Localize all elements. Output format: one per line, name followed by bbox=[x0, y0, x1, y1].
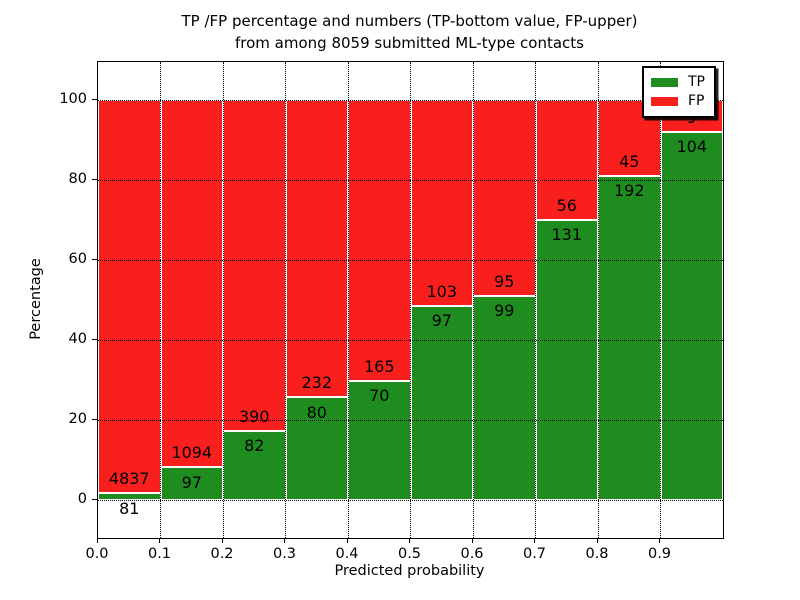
x-axis-tick bbox=[409, 538, 410, 543]
x-axis-tick bbox=[96, 538, 98, 543]
fp-count-label: 56 bbox=[556, 195, 577, 215]
x-axis-tick bbox=[596, 538, 598, 543]
x-tick-label: 0.6 bbox=[460, 546, 484, 562]
chart-title-line2: from among 8059 submitted ML-type contac… bbox=[235, 34, 584, 52]
x-tick-label: 0.7 bbox=[522, 546, 547, 562]
tp-count-label: 82 bbox=[244, 435, 265, 455]
fp-bar-segment bbox=[160, 100, 223, 468]
x-axis-tick bbox=[159, 538, 160, 543]
y-axis-tick bbox=[92, 98, 97, 100]
tp-count-label: 104 bbox=[676, 137, 708, 157]
y-tick-label: 80 bbox=[68, 171, 87, 187]
fp-count-label: 390 bbox=[238, 406, 270, 426]
legend-entry-fp: FP bbox=[651, 92, 705, 111]
x-axis-tick bbox=[659, 538, 660, 543]
tp-count-label: 131 bbox=[551, 224, 583, 244]
y-axis-tick bbox=[92, 498, 97, 500]
vertical-gridline bbox=[285, 62, 286, 538]
fp-count-label: 103 bbox=[426, 282, 458, 301]
vertical-gridline bbox=[222, 62, 224, 538]
x-tick-label: 0.1 bbox=[147, 546, 172, 562]
vertical-gridline bbox=[472, 62, 474, 538]
tp-count-label: 80 bbox=[306, 402, 327, 422]
legend-label: FP bbox=[688, 93, 705, 109]
legend-swatch-tp bbox=[651, 78, 678, 87]
x-axis-tick bbox=[346, 538, 348, 543]
y-tick-label: 0 bbox=[77, 491, 87, 507]
plot-area: 4837 81 1094 97 390 82 232 80 165 70 103 97 95 99 56 13… bbox=[97, 61, 724, 539]
fp-bar-segment bbox=[535, 100, 598, 220]
vertical-gridline bbox=[347, 62, 349, 538]
x-tick-label: 0.0 bbox=[85, 546, 109, 562]
y-tick-label: 60 bbox=[68, 251, 87, 267]
fp-count-label: 232 bbox=[301, 373, 333, 393]
y-axis-label: Percentage bbox=[28, 258, 44, 340]
x-tick-label: 0.5 bbox=[397, 546, 422, 562]
chart-title-line1: TP /FP percentage and numbers (TP-bottom… bbox=[181, 12, 638, 30]
x-tick-label: 0.4 bbox=[335, 546, 359, 562]
legend-swatch-fp bbox=[651, 97, 678, 106]
legend-box: TP FP bbox=[642, 66, 716, 118]
fp-bar-segment bbox=[348, 100, 411, 381]
tp-bar-segment bbox=[410, 306, 473, 500]
tp-bar-segment bbox=[473, 295, 536, 500]
y-tick-label: 20 bbox=[68, 411, 87, 427]
x-axis-tick bbox=[221, 538, 223, 543]
y-axis-tick bbox=[92, 258, 97, 260]
x-tick-label: 0.9 bbox=[647, 546, 672, 562]
fp-bar-segment bbox=[285, 100, 348, 398]
legend-label: TP bbox=[688, 74, 705, 90]
fp-count-label: 165 bbox=[363, 356, 395, 376]
y-tick-label: 40 bbox=[68, 331, 87, 347]
vertical-gridline bbox=[597, 62, 599, 538]
fp-bar-segment bbox=[98, 100, 161, 494]
fp-count-label: 95 bbox=[494, 271, 515, 291]
y-axis-tick bbox=[92, 418, 97, 420]
fp-bar-segment bbox=[223, 100, 286, 431]
fp-count-label: 45 bbox=[619, 151, 640, 171]
y-axis-tick bbox=[92, 338, 97, 340]
tp-bar-segment bbox=[348, 380, 411, 500]
tp-bar-segment bbox=[535, 219, 598, 500]
x-axis-label: Predicted probability bbox=[334, 563, 485, 579]
tp-count-label: 81 bbox=[119, 498, 140, 518]
tp-bar-segment bbox=[660, 131, 723, 500]
x-axis-tick bbox=[534, 538, 535, 543]
x-tick-label: 0.8 bbox=[585, 546, 609, 562]
x-tick-label: 0.2 bbox=[210, 546, 234, 562]
vertical-gridline bbox=[535, 62, 536, 538]
fp-bar-segment bbox=[473, 100, 536, 296]
fp-count-label: 1094 bbox=[171, 443, 213, 463]
tp-count-label: 97 bbox=[431, 311, 452, 331]
fp-count-label: 4837 bbox=[108, 469, 150, 489]
vertical-gridline bbox=[160, 62, 161, 538]
fp-bar-segment bbox=[410, 100, 473, 306]
x-axis-tick bbox=[471, 538, 473, 543]
x-axis-tick bbox=[284, 538, 285, 543]
vertical-gridline bbox=[410, 62, 411, 538]
tp-bar-segment bbox=[598, 175, 661, 500]
legend-entry-tp: TP bbox=[651, 73, 705, 92]
tp-count-label: 70 bbox=[369, 386, 390, 406]
y-tick-label: 100 bbox=[59, 91, 87, 107]
tp-count-label: 192 bbox=[613, 181, 645, 201]
tp-count-label: 97 bbox=[181, 472, 202, 492]
y-axis-tick bbox=[92, 178, 97, 180]
tp-bar-segment bbox=[285, 397, 348, 500]
tp-count-label: 99 bbox=[494, 301, 515, 321]
vertical-gridline bbox=[660, 62, 661, 538]
x-tick-label: 0.3 bbox=[272, 546, 297, 562]
